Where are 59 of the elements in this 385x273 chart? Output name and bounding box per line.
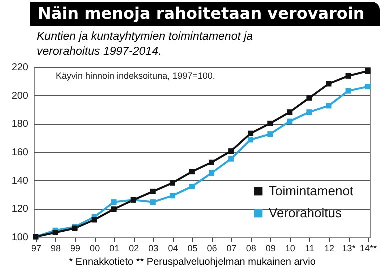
point bbox=[150, 200, 156, 206]
chart-subtitle: Kuntien ja kuntayhtymien toimintamenot ja verorahoitus 1997-2014. bbox=[37, 30, 254, 60]
x-tick-label: 00 bbox=[90, 244, 100, 254]
point bbox=[365, 84, 371, 90]
y-tick-label: 180 bbox=[12, 119, 29, 130]
point bbox=[248, 137, 254, 143]
x-tick-label: 04 bbox=[168, 244, 178, 254]
y-tick-label: 200 bbox=[12, 90, 29, 102]
legend-label: Verorahoitus bbox=[269, 206, 342, 220]
annotation: Käyvin hinnoin indeksoituna, 1997=100. bbox=[56, 71, 216, 81]
point bbox=[228, 148, 234, 154]
point bbox=[150, 188, 156, 194]
x-tick-label: 10 bbox=[285, 244, 296, 254]
x-tick-label: 02 bbox=[129, 244, 140, 254]
x-tick-label: 07 bbox=[226, 244, 237, 254]
point bbox=[287, 110, 293, 116]
point bbox=[92, 217, 98, 223]
x-tick-label: 06 bbox=[207, 244, 218, 254]
point bbox=[346, 73, 352, 79]
x-tick-label: 13* bbox=[342, 244, 356, 254]
point bbox=[170, 180, 176, 186]
point bbox=[189, 184, 195, 190]
x-tick-label: 08 bbox=[246, 244, 256, 254]
y-tick-label: 220 bbox=[12, 62, 29, 74]
y-tick-label: 100 bbox=[12, 232, 29, 244]
point bbox=[346, 88, 352, 94]
point bbox=[228, 156, 234, 162]
point bbox=[326, 81, 332, 87]
x-tick-label: 14** bbox=[360, 244, 378, 254]
legend-label: Toimintamenot bbox=[269, 184, 354, 198]
point bbox=[52, 230, 58, 236]
point bbox=[268, 132, 274, 138]
point bbox=[209, 160, 215, 166]
point bbox=[189, 169, 195, 175]
point bbox=[111, 206, 117, 212]
x-tick-label: 99 bbox=[70, 244, 81, 254]
point bbox=[248, 130, 254, 136]
x-tick-label: 05 bbox=[188, 244, 198, 254]
chart-title: Näin menoja rahoitetaan verovaroin bbox=[30, 2, 380, 26]
point bbox=[170, 193, 176, 199]
y-tick-label: 160 bbox=[12, 148, 29, 158]
point bbox=[365, 68, 371, 74]
x-tick-label: 09 bbox=[266, 244, 276, 254]
point bbox=[287, 118, 293, 124]
x-tick-label: 01 bbox=[110, 244, 120, 254]
text: * Ennakkotieto ** Peruspalveluohjelman mukainen arvio bbox=[68, 257, 317, 268]
point bbox=[326, 103, 332, 109]
x-tick-label: 03 bbox=[148, 244, 159, 254]
point bbox=[111, 200, 117, 206]
y-tick-label: 120 bbox=[12, 204, 29, 216]
point bbox=[209, 170, 215, 176]
x-tick-label: 12 bbox=[324, 244, 334, 254]
x-tick-label: 97 bbox=[31, 244, 42, 254]
point bbox=[268, 120, 274, 126]
x-tick-label: 98 bbox=[50, 244, 61, 254]
point bbox=[306, 95, 312, 101]
point bbox=[306, 110, 312, 116]
y-tick-label: 140 bbox=[12, 176, 29, 187]
x-tick-label: 11 bbox=[305, 244, 315, 254]
